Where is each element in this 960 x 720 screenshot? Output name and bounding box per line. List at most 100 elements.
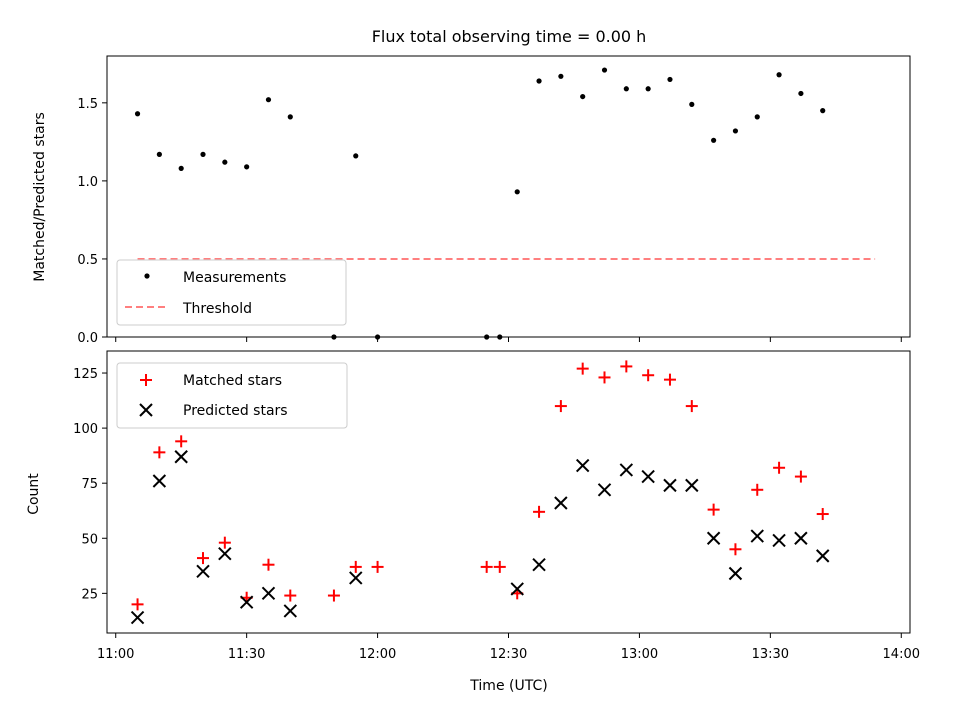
- measurement-point: [156, 151, 162, 157]
- matched-star-point: [685, 400, 698, 413]
- measurement-point: [134, 111, 141, 117]
- legend-predicted-label: Predicted stars: [183, 403, 288, 419]
- measurement-point: [200, 151, 206, 157]
- predicted-star-point: [239, 595, 254, 609]
- x-tick-label: 14:00: [883, 647, 920, 662]
- ratio-y-axis-label: Matched/Predicted stars: [32, 112, 48, 282]
- predicted-star-point: [218, 546, 232, 561]
- matched-star-point: [327, 589, 340, 602]
- measurement-point: [178, 165, 184, 171]
- matched-star-point: [153, 446, 166, 459]
- count-y-tick-label: 125: [73, 367, 98, 382]
- predicted-star-point: [772, 533, 786, 548]
- matched-star-point: [218, 536, 231, 549]
- measurement-point: [287, 114, 293, 120]
- ratio-plot-frame: [106, 55, 911, 338]
- matched-star-point: [493, 560, 506, 573]
- matched-star-point: [598, 371, 611, 384]
- predicted-star-point: [641, 469, 655, 484]
- measurement-point: [601, 67, 608, 73]
- measurement-point: [265, 97, 272, 103]
- matched-star-point: [773, 461, 786, 474]
- predicted-star-point: [575, 458, 590, 473]
- predicted-star-point: [728, 566, 743, 581]
- predicted-star-point: [597, 483, 612, 497]
- matched-star-point: [371, 560, 384, 573]
- count-plot-frame: [106, 350, 911, 634]
- count-y-axis-label: Count: [26, 473, 42, 515]
- x-axis-label: Time (UTC): [469, 678, 547, 694]
- matched-star-point: [349, 560, 362, 573]
- x-tick-label: 13:00: [621, 647, 658, 662]
- matched-star-point: [131, 598, 144, 611]
- matched-star-point: [480, 560, 493, 573]
- ratio-legend: Measurements Threshold: [116, 259, 347, 326]
- matched-star-point: [663, 373, 676, 386]
- matched-star-point: [175, 435, 188, 448]
- predicted-star-point: [706, 531, 721, 545]
- matched-star-point: [642, 369, 655, 382]
- predicted-star-point: [685, 478, 699, 493]
- matched-star-point: [620, 360, 633, 373]
- count-panel: Count Time (UTC) 25 50 75 100 125 11:00 11:30 1…: [26, 350, 920, 694]
- predicted-star-point: [816, 549, 830, 563]
- measurement-point: [754, 114, 760, 120]
- predicted-star-point: [174, 450, 188, 464]
- x-tick-label: 13:30: [752, 647, 789, 662]
- count-y-tick-label: 50: [81, 532, 98, 547]
- chart-title: Flux total observing time = 0.00 h: [372, 27, 647, 46]
- measurement-point: [667, 76, 673, 83]
- matched-star-point: [816, 508, 829, 521]
- predicted-star-point: [510, 582, 524, 596]
- matched-star-point: [262, 558, 275, 571]
- matched-star-point: [197, 552, 210, 565]
- measurement-point: [798, 90, 804, 97]
- matched-star-point: [576, 362, 589, 375]
- measurement-point: [558, 73, 564, 79]
- matched-star-point: [751, 483, 764, 496]
- ratio-panel: Flux total observing time = 0.00 h Match…: [32, 27, 911, 346]
- measurement-point: [244, 164, 250, 170]
- predicted-star-point: [130, 610, 145, 625]
- measurement-point: [514, 189, 520, 195]
- predicted-star-point: [794, 531, 808, 545]
- legend-matched-marker: [140, 374, 152, 386]
- predicted-star-point: [554, 496, 568, 510]
- count-y-tick-label: 100: [73, 422, 98, 437]
- measurement-point: [536, 78, 542, 84]
- ratio-y-tick-label: 0.5: [77, 253, 98, 268]
- predicted-star-point: [663, 478, 677, 493]
- legend-predicted-marker: [139, 403, 153, 417]
- measurement-point: [353, 153, 359, 159]
- measurement-point: [623, 86, 629, 92]
- legend-threshold-label: Threshold: [182, 301, 252, 317]
- predicted-star-point: [152, 474, 167, 488]
- x-tick-label: 12:30: [490, 647, 527, 662]
- matched-star-point: [554, 400, 567, 413]
- legend-measurements-marker: [144, 273, 150, 279]
- legend-matched-label: Matched stars: [183, 373, 282, 389]
- ratio-y-tick-label: 1.0: [77, 175, 98, 190]
- matched-star-point: [794, 470, 807, 483]
- x-tick-label: 11:30: [228, 647, 265, 662]
- matched-star-point: [707, 503, 720, 516]
- count-y-tick-label: 25: [81, 587, 98, 602]
- measurement-point: [689, 101, 695, 107]
- predicted-star-point: [619, 463, 634, 477]
- measurement-point: [732, 128, 739, 134]
- matched-star-point: [729, 543, 742, 556]
- x-tick-label: 11:00: [97, 647, 134, 662]
- predicted-star-point: [349, 571, 363, 585]
- predicted-star-point: [261, 586, 276, 601]
- matched-star-point: [284, 589, 297, 602]
- predicted-star-point: [196, 564, 210, 579]
- measurement-point: [580, 93, 586, 100]
- measurement-point: [711, 137, 717, 143]
- ratio-y-tick-label: 0.0: [77, 331, 98, 346]
- predicted-star-point: [532, 557, 546, 572]
- count-legend-box: [116, 362, 348, 429]
- measurement-point: [776, 72, 782, 78]
- measurement-point: [820, 108, 826, 114]
